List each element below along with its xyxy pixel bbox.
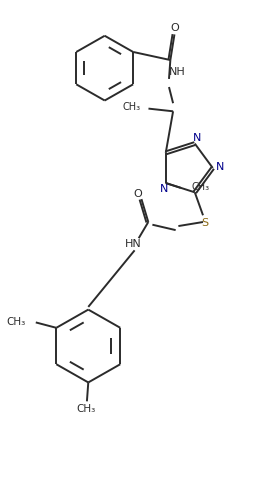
Text: CH₃: CH₃ [77,404,96,413]
Text: O: O [133,188,142,199]
Text: CH₃: CH₃ [6,317,25,327]
Text: HN: HN [125,239,142,249]
Text: N: N [216,162,225,171]
Text: NH: NH [169,67,186,77]
Text: O: O [170,23,179,34]
Text: N: N [160,184,169,194]
Text: S: S [201,218,208,228]
Text: N: N [193,133,201,143]
Text: CH₃: CH₃ [191,182,209,192]
Text: CH₃: CH₃ [123,102,141,112]
